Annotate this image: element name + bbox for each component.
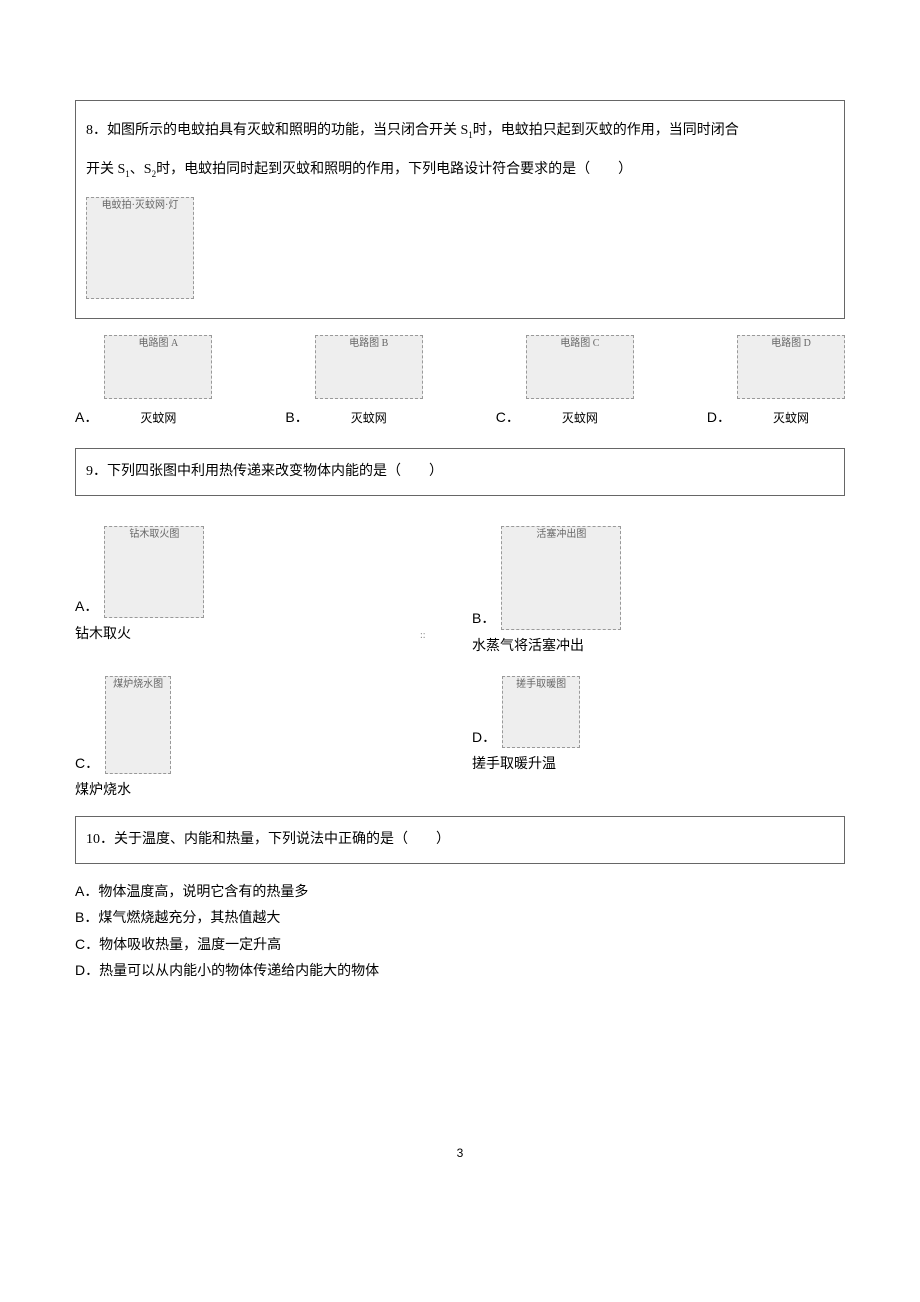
q9-option-d: D． 搓手取暖图 搓手取暖升温 (460, 676, 845, 802)
q9-c-row: C． 煤炉烧水图 (75, 676, 460, 774)
q8-option-a: A． 电路图 A 灭蚊网 (75, 335, 212, 429)
q8-opt-a-label: A． (75, 406, 98, 428)
q8-option-d: D． 电路图 D 灭蚊网 (707, 335, 845, 429)
q9-a-row: A． 钻木取火图 (75, 526, 460, 618)
q10-opt-c: C．物体吸收热量，温度一定升高 (75, 931, 845, 958)
q9-d-row: D． 搓手取暖图 (472, 676, 845, 748)
q9-opt-b-caption: 水蒸气将活塞冲出 (472, 636, 845, 658)
q8-number: 8． (86, 123, 107, 138)
q9-opt-a-label: A． (75, 595, 98, 617)
q8-opt-d-figure: 电路图 D (737, 335, 845, 399)
q9-b-row: B． 活塞冲出图 (472, 526, 845, 630)
q8-opt-b-caption: 灭蚊网 (315, 409, 423, 428)
q8-text-1: 如图所示的电蚊拍具有灭蚊和照明的功能，当只闭合开关 S (107, 123, 468, 138)
q9-option-a: A． 钻木取火图 钻木取火 (75, 526, 460, 658)
q8-text-1b: 时，电蚊拍只起到灭蚊的作用，当同时闭合 (473, 123, 739, 138)
q9-opt-b-label: B． (472, 607, 495, 629)
q9-opt-b-figure: 活塞冲出图 (501, 526, 621, 630)
q8-opt-c-figwrap: 电路图 C 灭蚊网 (526, 335, 634, 429)
question-10-box: 10．关于温度、内能和热量，下列说法中正确的是（ ） (75, 816, 845, 863)
q9-option-c: C． 煤炉烧水图 煤炉烧水 (75, 676, 460, 802)
q8-main-figure: 电蚊拍·灭蚊网·灯 (86, 197, 194, 299)
q9-opt-c-caption: 煤炉烧水 (75, 780, 460, 802)
q9-text: 下列四张图中利用热传递来改变物体内能的是（ ） (107, 464, 443, 479)
q8-opt-c-figure: 电路图 C (526, 335, 634, 399)
q8-opt-a-figure: 电路图 A (104, 335, 212, 399)
q10-opt-a: A．物体温度高，说明它含有的热量多 (75, 878, 845, 905)
question-9-text: 9．下列四张图中利用热传递来改变物体内能的是（ ） (86, 459, 834, 484)
question-8-text: 8．如图所示的电蚊拍具有灭蚊和照明的功能，当只闭合开关 S1时，电蚊拍只起到灭蚊… (86, 111, 834, 189)
q8-option-b: B． 电路图 B 灭蚊网 (285, 335, 422, 429)
q10-number: 10． (86, 832, 114, 847)
q8-opt-b-label: B． (285, 406, 308, 428)
q8-text-2c: 时，电蚊拍同时起到灭蚊和照明的作用，下列电路设计符合要求的是（ ） (156, 162, 632, 177)
q10-opt-d: D．热量可以从内能小的物体传递给内能大的物体 (75, 957, 845, 984)
q9-opt-d-label: D． (472, 726, 496, 748)
q8-opt-d-label: D． (707, 406, 731, 428)
q8-opt-a-caption: 灭蚊网 (104, 409, 212, 428)
question-8-box: 8．如图所示的电蚊拍具有灭蚊和照明的功能，当只闭合开关 S1时，电蚊拍只起到灭蚊… (75, 100, 845, 319)
q9-opt-a-caption: 钻木取火 (75, 624, 460, 646)
q8-options-row: A． 电路图 A 灭蚊网 B． 电路图 B 灭蚊网 C． 电路图 C 灭蚊网 D… (75, 335, 845, 429)
q9-opt-d-figure: 搓手取暖图 (502, 676, 580, 748)
q10-options: A．物体温度高，说明它含有的热量多 B．煤气燃烧越充分，其热值越大 C．物体吸收… (75, 878, 845, 984)
q8-opt-b-figure: 电路图 B (315, 335, 423, 399)
center-mark: :: (420, 628, 426, 644)
q8-opt-c-label: C． (496, 406, 520, 428)
q10-opt-b: B．煤气燃烧越充分，其热值越大 (75, 904, 845, 931)
page-number: 3 (75, 1144, 845, 1163)
q8-opt-b-figwrap: 电路图 B 灭蚊网 (315, 335, 423, 429)
q9-opt-d-caption: 搓手取暖升温 (472, 754, 845, 776)
q8-opt-a-figwrap: 电路图 A 灭蚊网 (104, 335, 212, 429)
q10-text: 关于温度、内能和热量，下列说法中正确的是（ ） (114, 832, 450, 847)
q9-options: A． 钻木取火图 钻木取火 B． 活塞冲出图 水蒸气将活塞冲出 C． 煤炉烧水图… (75, 508, 845, 803)
question-9-box: 9．下列四张图中利用热传递来改变物体内能的是（ ） (75, 448, 845, 495)
question-10-text: 10．关于温度、内能和热量，下列说法中正确的是（ ） (86, 827, 834, 852)
q8-text-2b: 、S (130, 162, 152, 177)
q8-text-2a: 开关 S (86, 162, 125, 177)
q8-opt-d-figwrap: 电路图 D 灭蚊网 (737, 335, 845, 429)
q9-opt-c-figure: 煤炉烧水图 (105, 676, 171, 774)
q9-opt-c-label: C． (75, 752, 99, 774)
q9-option-b: B． 活塞冲出图 水蒸气将活塞冲出 (460, 526, 845, 658)
q8-opt-c-caption: 灭蚊网 (526, 409, 634, 428)
q8-option-c: C． 电路图 C 灭蚊网 (496, 335, 634, 429)
q8-opt-d-caption: 灭蚊网 (737, 409, 845, 428)
q9-number: 9． (86, 464, 107, 479)
q9-opt-a-figure: 钻木取火图 (104, 526, 204, 618)
